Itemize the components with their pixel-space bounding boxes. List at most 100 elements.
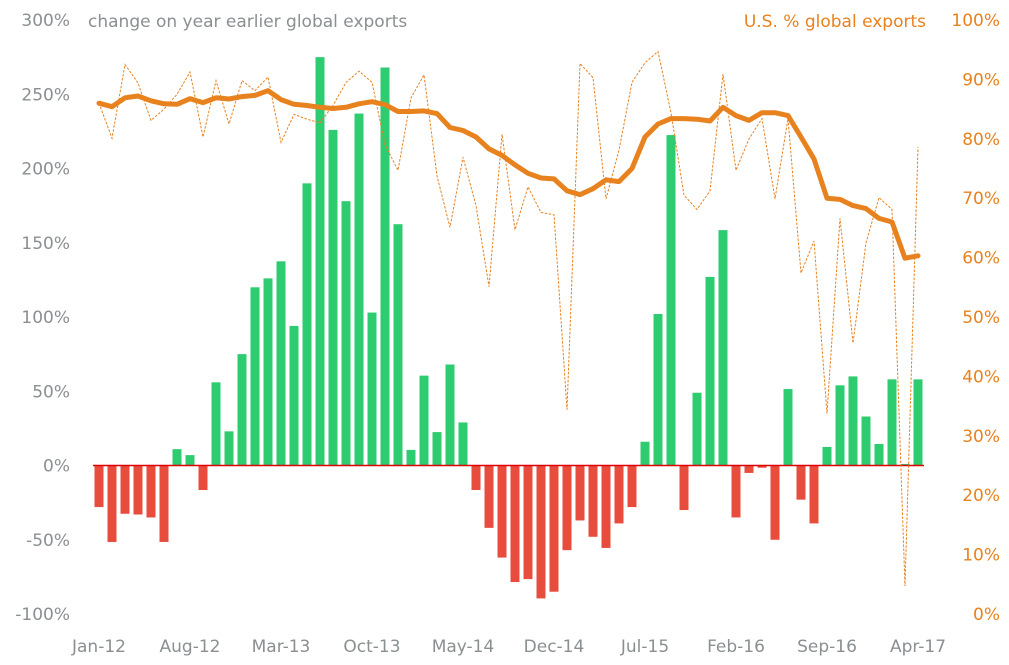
left-tick-label: 100% — [21, 308, 70, 328]
bar — [887, 379, 897, 466]
bar — [627, 465, 637, 508]
bar — [653, 314, 663, 466]
bar — [692, 392, 702, 466]
bar — [809, 465, 819, 524]
left-tick-label: 250% — [21, 85, 70, 105]
left-tick-label: 200% — [21, 160, 70, 180]
bar — [419, 375, 429, 466]
bar — [276, 261, 286, 466]
bar — [211, 382, 221, 466]
us-share-smoothed-line — [96, 88, 921, 261]
bar — [133, 465, 143, 515]
left-tick-label: 0% — [43, 457, 70, 477]
bar — [445, 364, 455, 466]
bar — [263, 278, 273, 466]
right-axis-title: U.S. % global exports — [744, 12, 926, 32]
left-axis-title: change on year earlier global exports — [88, 12, 407, 32]
right-tick-label: 80% — [962, 130, 1000, 150]
bar — [237, 354, 247, 466]
bars — [93, 57, 924, 599]
bar — [705, 276, 715, 466]
bar — [328, 129, 338, 466]
lines — [96, 50, 921, 587]
bar — [640, 441, 650, 466]
bar — [783, 389, 793, 466]
bar — [731, 465, 741, 518]
bar — [588, 465, 598, 537]
bar — [848, 376, 858, 466]
bar — [107, 465, 117, 542]
bar — [380, 67, 390, 466]
bar — [666, 135, 676, 466]
x-tick-label: May-14 — [432, 637, 495, 657]
right-tick-label: 100% — [951, 11, 1000, 31]
bar — [510, 465, 520, 583]
bar — [770, 465, 780, 540]
bar — [458, 422, 468, 466]
bar — [718, 230, 728, 466]
right-tick-label: 0% — [973, 605, 1000, 625]
x-tick-label: Dec-14 — [524, 637, 585, 657]
right-tick-label: 30% — [962, 427, 1000, 447]
us-share-monthly-line — [98, 50, 919, 587]
bar — [523, 465, 533, 580]
bar — [341, 201, 351, 466]
bar — [354, 113, 364, 466]
bar — [432, 432, 442, 466]
right-tick-label: 10% — [962, 546, 1000, 566]
bar — [822, 446, 832, 466]
bar — [94, 465, 104, 508]
right-axis-ticks: 100% 90% 80% 70% 60% 50% 40% 30% 20% 10% 0% — [951, 11, 1000, 625]
bar — [497, 465, 507, 558]
bar — [367, 312, 377, 466]
bar — [757, 465, 767, 468]
bar — [874, 443, 884, 466]
bar — [549, 465, 559, 592]
left-tick-label: 50% — [32, 382, 70, 402]
x-axis-ticks: Jan-12 Aug-12 Mar-13 Oct-13 May-14 Dec-14 Jul-… — [71, 637, 946, 657]
right-tick-label: 90% — [962, 70, 1000, 90]
bar — [159, 465, 169, 542]
right-tick-label: 50% — [962, 308, 1000, 328]
bar — [835, 385, 845, 466]
bar — [146, 465, 156, 518]
bar — [471, 465, 481, 491]
bar — [562, 465, 572, 551]
x-tick-label: Oct-13 — [343, 637, 400, 657]
bar — [575, 465, 585, 521]
bar — [185, 455, 195, 466]
x-tick-label: Apr-17 — [890, 637, 946, 657]
x-tick-label: Jan-12 — [71, 637, 126, 657]
left-tick-label: -50% — [26, 531, 70, 551]
bar — [484, 465, 494, 528]
bar — [614, 465, 624, 524]
bar — [393, 224, 403, 466]
left-tick-label: 150% — [21, 234, 70, 254]
x-tick-label: Jul-15 — [620, 637, 669, 657]
bar — [601, 465, 611, 548]
right-tick-label: 20% — [962, 486, 1000, 506]
bar — [679, 465, 689, 511]
left-tick-label: 300% — [21, 11, 70, 31]
right-tick-label: 70% — [962, 189, 1000, 209]
bar — [861, 416, 871, 466]
left-axis-ticks: 300% 250% 200% 150% 100% 50% 0% -50% -100% — [15, 11, 70, 625]
right-tick-label: 40% — [962, 367, 1000, 387]
x-tick-label: Sep-16 — [797, 637, 857, 657]
bar — [913, 379, 923, 466]
bar — [536, 465, 546, 599]
bar — [198, 465, 208, 491]
right-tick-label: 60% — [962, 249, 1000, 269]
bar — [120, 465, 130, 514]
x-tick-label: Mar-13 — [252, 637, 311, 657]
bar — [172, 449, 182, 466]
x-tick-label: Aug-12 — [160, 637, 221, 657]
bar — [406, 449, 416, 466]
left-tick-label: -100% — [15, 605, 70, 625]
bar — [289, 325, 299, 466]
x-tick-label: Feb-16 — [707, 637, 765, 657]
bar — [315, 57, 325, 466]
bar — [744, 465, 754, 473]
bar — [224, 431, 234, 466]
